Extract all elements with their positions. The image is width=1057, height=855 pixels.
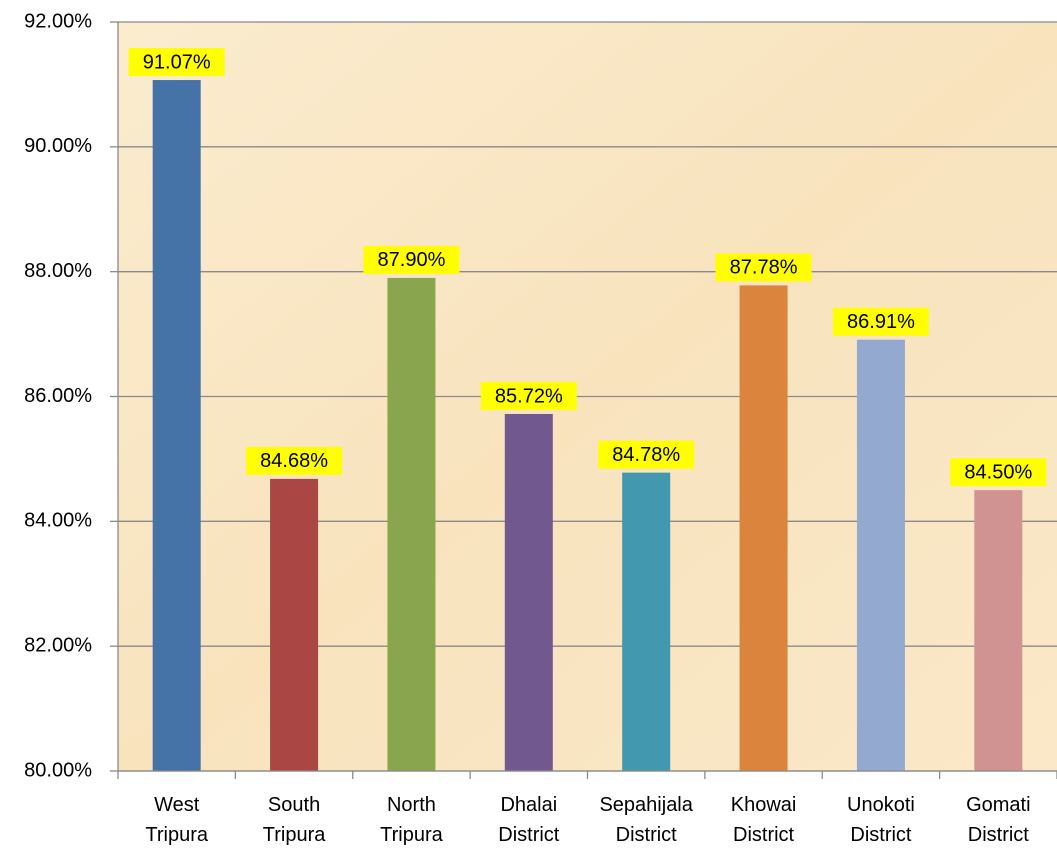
bar [387,277,436,771]
value-label-bg [246,446,343,475]
value-label-bg [363,245,460,274]
value-label: 85.72% [495,385,563,407]
value-label-bg [950,458,1047,487]
y-tick-label: 92.00% [24,10,92,32]
x-tick-label: Unokoti District [847,794,915,846]
x-tick-label: Khowai District [731,794,797,846]
x-tick-label: Gomati District [966,794,1030,846]
bar [974,490,1023,771]
y-tick-label: 90.00% [24,135,92,157]
y-tick-label: 86.00% [24,385,92,407]
x-tick-label: North Tripura [380,794,443,846]
x-tick-label: Dhalai District [498,794,560,846]
value-label: 84.50% [964,461,1032,483]
value-label-bg [128,48,225,77]
bar [739,285,788,771]
value-label: 86.91% [847,311,915,333]
value-label: 84.68% [260,450,328,472]
y-tick-label: 80.00% [24,759,92,781]
value-label-bg [480,381,577,410]
value-label: 84.78% [612,444,680,466]
value-label: 87.78% [730,257,798,279]
x-tick-label: South Tripura [263,794,326,846]
bar [856,339,905,771]
bar [622,472,671,771]
bar [504,413,553,771]
x-tick-label: West Tripura [145,794,208,846]
value-label-bg [715,253,812,282]
value-label-bg [832,307,929,336]
value-label-bg [598,440,695,469]
y-tick-label: 88.00% [24,260,92,282]
value-label: 87.90% [378,249,446,271]
x-tick-label: Sepahijala District [599,794,693,846]
y-tick-label: 82.00% [24,634,92,656]
value-label: 91.07% [143,51,211,73]
bar [152,80,201,772]
y-tick-label: 84.00% [24,510,92,532]
bar [270,478,319,771]
